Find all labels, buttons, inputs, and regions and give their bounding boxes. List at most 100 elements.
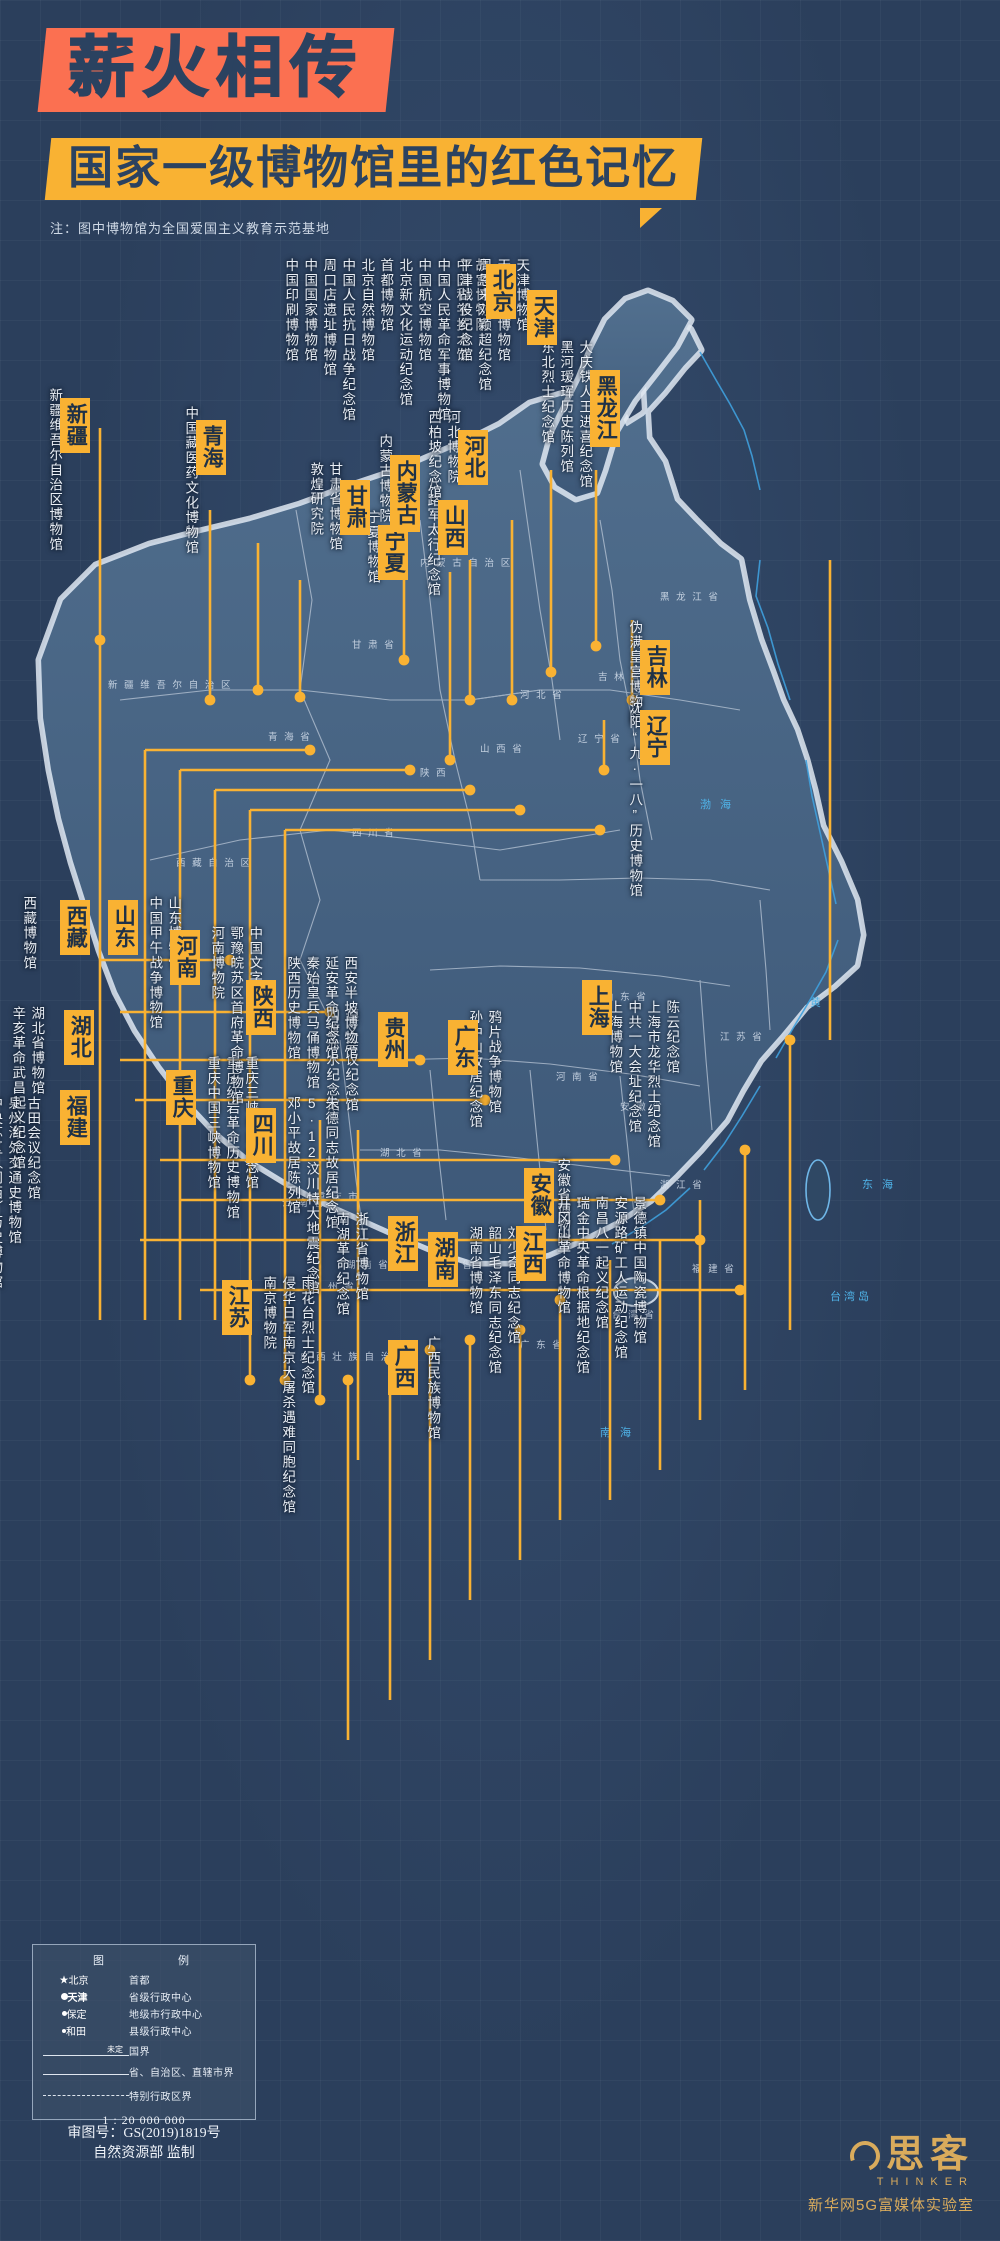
- museum-label-xizang-0[interactable]: 西藏博物馆: [21, 896, 37, 971]
- province-badge-shanxi[interactable]: 山西: [438, 500, 469, 555]
- province-badge-xinjiang[interactable]: 新疆: [60, 398, 91, 453]
- museum-label-beijing-2[interactable]: 中国人民革命军事博物馆: [435, 258, 451, 422]
- museum-label-sichuan-0[interactable]: 邓小平故居陈列馆: [285, 1096, 301, 1216]
- museum-label-chongqing-0[interactable]: 重庆中国三峡博物馆: [205, 1056, 221, 1191]
- museum-label-guangdong-1[interactable]: 鸦片战争博物馆: [486, 1010, 502, 1115]
- province-badge-hunan[interactable]: 湖南: [428, 1232, 459, 1287]
- museum-label-shaanxi-3[interactable]: 西安半坡博物馆: [342, 956, 358, 1061]
- museum-label-zhejiang-1[interactable]: 南湖革命纪念馆: [334, 1212, 350, 1317]
- museum-label-beijing-1[interactable]: 中国科学技术馆: [454, 258, 470, 363]
- museum-label-heilongjiang-1[interactable]: 黑河瑷珲历史陈列馆: [558, 340, 574, 475]
- museum-label-zhejiang-0[interactable]: 浙江省博物馆: [353, 1212, 369, 1302]
- province-badge-guangdong[interactable]: 广东: [448, 1020, 479, 1075]
- museum-label-beijing-10[interactable]: 中国印刷博物馆: [283, 258, 299, 363]
- province-badge-shandong[interactable]: 山东: [108, 900, 139, 955]
- museum-label-fujian-1[interactable]: 泉州海外交通史博物馆: [6, 1096, 22, 1245]
- museum-label-tianjin-3[interactable]: 平津战役纪念馆: [457, 258, 473, 363]
- province-badge-sichuan[interactable]: 四川: [246, 1108, 277, 1163]
- museum-label-gansu-1[interactable]: 敦煌研究院: [308, 462, 324, 537]
- museum-label-beijing-6[interactable]: 北京自然博物馆: [359, 258, 375, 363]
- museum-label-sichuan-1[interactable]: 5·12汶川特大地震纪念馆: [304, 1096, 320, 1296]
- province-badge-chongqing[interactable]: 重庆: [166, 1070, 197, 1125]
- museum-label-guizhou-0[interactable]: 遵义会议纪念馆: [343, 1008, 359, 1113]
- museum-label-jiangxi-4[interactable]: 景德镇中国陶瓷博物馆: [631, 1196, 647, 1345]
- museum-label-beijing-8[interactable]: 周口店遗址博物馆: [321, 258, 337, 378]
- museum-label-shaanxi-0[interactable]: 陕西历史博物馆: [285, 956, 301, 1061]
- province-badge-jiangsu[interactable]: 江苏: [222, 1280, 253, 1335]
- province-badge-anhui[interactable]: 安徽: [524, 1168, 555, 1223]
- museum-label-shanghai-1[interactable]: 中共一大会址纪念馆: [626, 1000, 642, 1135]
- province-badge-gansu[interactable]: 甘肃: [340, 480, 371, 535]
- museum-label-chongqing-1[interactable]: 重庆红岩革命历史博物馆: [224, 1056, 240, 1220]
- museum-label-shanxi-0[interactable]: 八路军太行纪念馆: [425, 478, 441, 598]
- museum-label-jiangxi-1[interactable]: 瑞金中央革命根据地纪念馆: [574, 1196, 590, 1375]
- museum-label-neimenggu-0[interactable]: 内蒙古博物院: [377, 434, 393, 524]
- museum-label-jiangsu-0[interactable]: 南京博物院: [261, 1276, 277, 1351]
- museum-label-beijing-5[interactable]: 首都博物馆: [378, 258, 394, 333]
- museum-label-hebei-0[interactable]: 河北博物院: [445, 410, 461, 485]
- museum-label-henan-1[interactable]: 鄂豫皖苏区首府革命博物馆: [228, 926, 244, 1105]
- province-badge-tianjin[interactable]: 天津: [527, 290, 558, 345]
- museum-label-heilongjiang-2[interactable]: 东北烈士纪念馆: [539, 340, 555, 445]
- museum-label-jiangxi-3[interactable]: 安源路矿工人运动纪念馆: [612, 1196, 628, 1360]
- museum-label-fujian-2[interactable]: 中央苏区（闽西）历史博物馆: [0, 1096, 3, 1290]
- museum-label-guizhou-1[interactable]: 四渡赤水纪念馆: [324, 1008, 340, 1113]
- museum-label-jiangsu-1[interactable]: 侵华日军南京大屠杀遇难同胞纪念馆: [280, 1276, 296, 1515]
- museum-label-shandong-0[interactable]: 中国甲午战争博物馆: [147, 896, 163, 1031]
- museum-label-xinjiang-0[interactable]: 新疆维吾尔自治区博物馆: [47, 388, 63, 552]
- province-badge-jilin[interactable]: 吉林: [640, 640, 671, 695]
- museum-label-beijing-9[interactable]: 中国国家博物馆: [302, 258, 318, 363]
- province-badge-neimenggu[interactable]: 内蒙古: [390, 455, 421, 532]
- province-badge-heilongjiang[interactable]: 黑龙江: [590, 370, 621, 447]
- province-badge-fujian[interactable]: 福建: [60, 1090, 91, 1145]
- province-badge-jiangxi[interactable]: 江西: [516, 1226, 547, 1281]
- province-badge-henan[interactable]: 河南: [170, 930, 201, 985]
- museum-label-henan-0[interactable]: 河南博物院: [209, 926, 225, 1001]
- svg-text:湖 南 省: 湖 南 省: [346, 1259, 390, 1271]
- museum-label-fujian-0[interactable]: 古田会议纪念馆: [25, 1096, 41, 1201]
- museum-label-jiangxi-0[interactable]: 井冈山革命博物馆: [555, 1196, 571, 1316]
- province-badge-zhejiang[interactable]: 浙江: [388, 1216, 419, 1271]
- brand-en: THINKER: [876, 2176, 974, 2188]
- museum-label-liaoning-0[interactable]: 沈阳“九·一八”历史博物馆: [627, 700, 643, 899]
- province-badge-beijing[interactable]: 北京: [486, 264, 517, 319]
- museum-label-hunan-1[interactable]: 韶山毛泽东同志纪念馆: [486, 1226, 502, 1375]
- museum-label-gansu-0[interactable]: 甘肃省博物馆: [327, 462, 343, 552]
- museum-label-jiangsu-2[interactable]: 雨花台烈士纪念馆: [299, 1276, 315, 1396]
- province-badge-qinghai[interactable]: 青海: [196, 420, 227, 475]
- museum-label-shaanxi-1[interactable]: 秦始皇兵马俑博物馆: [304, 956, 320, 1091]
- museum-label-tianjin-0[interactable]: 天津博物馆: [514, 258, 530, 333]
- map-taiwan: [805, 1159, 831, 1221]
- province-badge-hubei[interactable]: 湖北: [64, 1010, 95, 1065]
- museum-label-beijing-4[interactable]: 北京新文化运动纪念馆: [397, 258, 413, 407]
- museum-label-guangxi-0[interactable]: 广西民族博物馆: [425, 1336, 441, 1441]
- province-badge-xizang[interactable]: 西藏: [60, 900, 91, 955]
- museum-label-hubei-0[interactable]: 湖北省博物馆: [29, 1006, 45, 1096]
- museum-label-anhui-0[interactable]: 安徽省博物院: [555, 1158, 571, 1248]
- museum-label-hebei-1[interactable]: 西柏坡纪念馆: [426, 410, 442, 500]
- museum-label-jiangxi-2[interactable]: 南昌八一起义纪念馆: [593, 1196, 609, 1331]
- province-badge-liaoning[interactable]: 辽宁: [640, 710, 671, 765]
- museum-label-jilin-0[interactable]: 伪满皇宫博物院: [627, 620, 643, 725]
- poster-note: 注：图中博物馆为全国爱国主义教育示范基地: [50, 221, 331, 236]
- museum-label-hunan-0[interactable]: 湖南省博物馆: [467, 1226, 483, 1316]
- museum-label-sichuan-2[interactable]: 朱德同志故居纪念馆: [323, 1096, 339, 1231]
- museum-label-shanghai-3[interactable]: 陈云纪念馆: [664, 1000, 680, 1075]
- museum-label-shanghai-2[interactable]: 上海市龙华烈士纪念馆: [645, 1000, 661, 1149]
- museum-label-hubei-1[interactable]: 辛亥革命武昌起义纪念馆: [10, 1006, 26, 1170]
- museum-label-heilongjiang-0[interactable]: 大庆铁人王进喜纪念馆: [577, 340, 593, 489]
- museum-label-beijing-3[interactable]: 中国航空博物馆: [416, 258, 432, 363]
- legend-desc-1: 省级行政中心: [129, 1993, 192, 2004]
- museum-label-beijing-0[interactable]: 故宫博物院: [473, 258, 489, 333]
- province-badge-hebei[interactable]: 河北: [458, 430, 489, 485]
- museum-label-beijing-7[interactable]: 中国人民抗日战争纪念馆: [340, 258, 356, 422]
- museum-label-shaanxi-2[interactable]: 延安革命纪念馆: [323, 956, 339, 1061]
- province-badge-shaanxi[interactable]: 陕西: [246, 980, 277, 1035]
- province-badge-guangxi[interactable]: 广西: [388, 1340, 419, 1395]
- province-badge-guizhou[interactable]: 贵州: [378, 1012, 409, 1067]
- province-badge-ningxia[interactable]: 宁夏: [378, 525, 409, 580]
- province-badge-shanghai[interactable]: 上海: [582, 980, 613, 1035]
- legend-heading-left: 图: [93, 1955, 110, 1967]
- museum-label-qinghai-0[interactable]: 中国藏医药文化博物馆: [183, 406, 199, 555]
